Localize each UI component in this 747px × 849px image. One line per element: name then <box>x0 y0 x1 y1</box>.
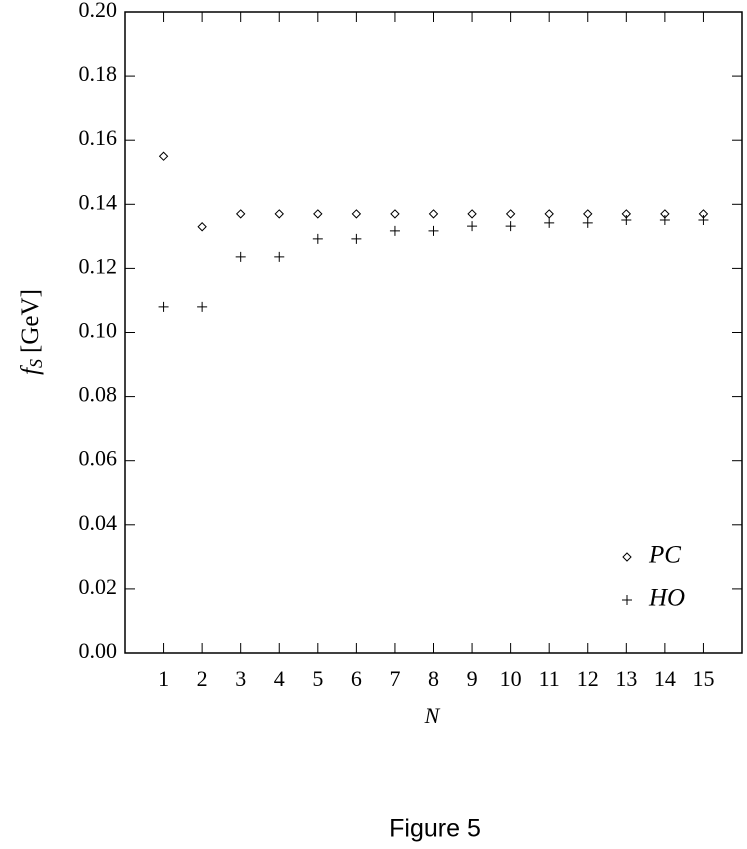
y-tick-label: 0.16 <box>79 125 118 150</box>
legend-label: HO <box>648 585 685 612</box>
diamond-marker <box>505 209 516 219</box>
x-tick-label: 15 <box>692 666 714 691</box>
plus-marker <box>235 251 246 262</box>
caption: Figure 5 <box>389 815 481 843</box>
diamond-marker <box>583 209 593 219</box>
y-tick-label: 0.00 <box>79 638 118 663</box>
diamond-marker <box>428 209 439 219</box>
plus-marker <box>659 215 670 226</box>
x-tick-label: 2 <box>197 666 208 691</box>
x-tick-label: 6 <box>351 666 362 691</box>
plus-marker <box>389 225 400 236</box>
x-tick-label: 4 <box>274 666 285 691</box>
x-tick-label: 14 <box>654 666 676 691</box>
diamond-marker <box>158 151 169 161</box>
y-tick-label: 0.02 <box>79 574 118 599</box>
plus-marker <box>197 301 208 312</box>
diamond-marker <box>467 209 477 219</box>
diamond-marker <box>390 209 400 219</box>
y-axis-label: fS [GeV] <box>17 289 46 375</box>
plus-marker <box>312 233 323 244</box>
x-tick-label: 9 <box>467 666 478 691</box>
x-tick-label: 7 <box>389 666 400 691</box>
diamond-marker <box>622 552 632 562</box>
x-tick-label: 3 <box>235 666 246 691</box>
x-tick-label: 8 <box>428 666 439 691</box>
x-tick-label: 12 <box>577 666 599 691</box>
plus-marker <box>274 251 285 262</box>
diamond-marker <box>235 209 246 219</box>
y-tick-label: 0.04 <box>79 510 118 535</box>
plus-marker <box>158 301 169 312</box>
diamond-marker <box>274 209 284 219</box>
diamond-marker <box>351 209 362 219</box>
y-tick-label: 0.18 <box>79 61 118 86</box>
x-tick-label: 13 <box>615 666 637 691</box>
legend-label: PC <box>648 542 681 569</box>
plus-marker <box>622 595 632 605</box>
plus-marker <box>582 217 593 228</box>
x-tick-label: 5 <box>312 666 323 691</box>
plus-marker <box>351 233 362 244</box>
y-tick-label: 0.14 <box>79 189 118 214</box>
y-tick-label: 0.12 <box>79 253 118 278</box>
diamond-marker <box>544 209 554 219</box>
plus-marker <box>428 225 439 236</box>
y-label-symbol: f <box>17 365 44 375</box>
y-tick-label: 0.06 <box>79 446 118 471</box>
plus-marker <box>544 217 555 228</box>
diamond-marker <box>313 209 323 219</box>
y-label-subscript: S <box>26 359 46 368</box>
y-tick-label: 0.20 <box>79 0 118 22</box>
x-tick-label: 10 <box>500 666 522 691</box>
x-tick-label: 11 <box>539 666 560 691</box>
plus-marker <box>621 215 632 226</box>
plus-marker <box>505 221 516 232</box>
x-tick-label: 1 <box>158 666 169 691</box>
x-axis-label: N <box>424 703 441 728</box>
y-tick-label: 0.08 <box>79 382 118 407</box>
y-tick-label: 0.10 <box>79 318 118 343</box>
diamond-marker <box>197 222 207 232</box>
plus-marker <box>698 215 709 226</box>
plus-marker <box>467 221 478 232</box>
y-label-unit: [GeV] <box>17 289 44 353</box>
